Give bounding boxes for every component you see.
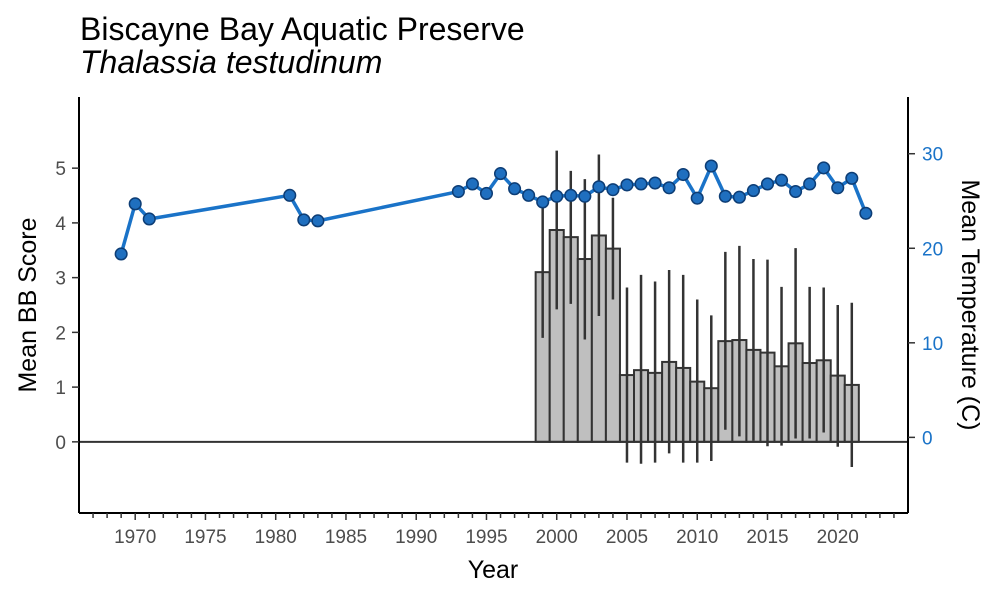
temperature-point-2004 xyxy=(606,183,620,197)
temperature-point-2012 xyxy=(718,189,732,203)
chart-subtitle: Thalassia testudinum xyxy=(80,44,382,80)
y-tick-label-4: 4 xyxy=(55,214,66,235)
x-tick-label-2020: 2020 xyxy=(817,527,859,548)
x-tick-label-1995: 1995 xyxy=(465,527,507,548)
y-axis-title: Mean BB Score xyxy=(14,217,42,392)
y-tick-label-5: 5 xyxy=(55,159,66,180)
temperature-segment-1969 xyxy=(119,202,137,256)
temperature-point-2015 xyxy=(760,177,775,191)
temperature-point-1982 xyxy=(297,213,311,227)
x-tick-label-2000: 2000 xyxy=(536,527,578,548)
temperature-point-2020 xyxy=(831,181,845,195)
temperature-point-2000 xyxy=(550,189,564,203)
y-tick-label-3: 3 xyxy=(55,269,66,290)
x-tick-label-1990: 1990 xyxy=(395,527,437,548)
x-tick-label-2005: 2005 xyxy=(606,527,648,548)
temperature-point-2018 xyxy=(803,177,817,191)
x-axis-title: Year xyxy=(468,556,519,584)
temperature-point-2014 xyxy=(746,184,760,198)
temperature-point-1997 xyxy=(508,182,522,196)
axes-layer: 1970 1975 1980 1985 1990 1995 2000 2005 2010 2015… xyxy=(55,97,943,548)
temperature-point-2013 xyxy=(732,190,746,204)
temperature-point-2003 xyxy=(592,180,606,194)
x-tick-label-2015: 2015 xyxy=(746,527,788,548)
x-tick-label-1970: 1970 xyxy=(114,527,156,548)
y2-tick-label-0: 0 xyxy=(922,428,933,449)
points-layer xyxy=(114,159,873,261)
temperature-point-2017 xyxy=(789,184,803,199)
temperature-point-1995 xyxy=(479,186,494,200)
temperature-point-2016 xyxy=(774,173,789,187)
temperature-point-2022 xyxy=(859,206,873,220)
errorbars-layer xyxy=(541,150,854,468)
temperature-point-2009 xyxy=(676,167,690,182)
temperature-point-1971 xyxy=(142,212,156,226)
y2-tick-label-10: 10 xyxy=(922,334,943,355)
temperature-point-2001 xyxy=(564,188,578,202)
y2-tick-label-20: 20 xyxy=(922,239,943,260)
y2-tick-label-30: 30 xyxy=(922,145,943,166)
chart-title: Biscayne Bay Aquatic Preserve xyxy=(80,11,525,47)
temperature-point-2010 xyxy=(690,191,704,205)
temperature-point-1981 xyxy=(283,188,297,202)
temperature-point-1996 xyxy=(493,167,508,181)
temperature-point-2007 xyxy=(648,176,662,190)
temperature-point-2019 xyxy=(817,161,831,175)
temperature-point-2011 xyxy=(704,159,718,173)
temperature-point-2006 xyxy=(634,177,648,191)
temperature-point-2005 xyxy=(620,178,634,192)
line-layer xyxy=(119,164,868,256)
temperature-point-1969 xyxy=(114,247,128,261)
plot-area xyxy=(79,150,908,468)
x-tick-label-2010: 2010 xyxy=(676,527,718,548)
x-tick-label-1980: 1980 xyxy=(255,527,297,548)
temperature-point-1998 xyxy=(522,188,536,202)
temperature-point-2008 xyxy=(662,181,676,195)
temperature-point-1970 xyxy=(128,197,142,211)
temperature-point-1994 xyxy=(465,177,479,191)
y-tick-label-1: 1 xyxy=(55,378,66,399)
temperature-point-2002 xyxy=(578,189,592,203)
temperature-point-1993 xyxy=(451,184,465,199)
temperature-point-1999 xyxy=(536,195,550,209)
temperature-segment-1983 xyxy=(316,189,461,223)
y2-axis-title: Mean Temperature (C) xyxy=(956,179,984,430)
y-tick-label-2: 2 xyxy=(55,323,66,344)
temperature-point-1983 xyxy=(311,214,325,228)
y-tick-label-0: 0 xyxy=(55,433,66,454)
x-tick-label-1975: 1975 xyxy=(184,527,226,548)
temperature-segment-1971 xyxy=(147,193,292,221)
temperature-point-2021 xyxy=(845,171,859,185)
x-tick-label-1985: 1985 xyxy=(325,527,367,548)
